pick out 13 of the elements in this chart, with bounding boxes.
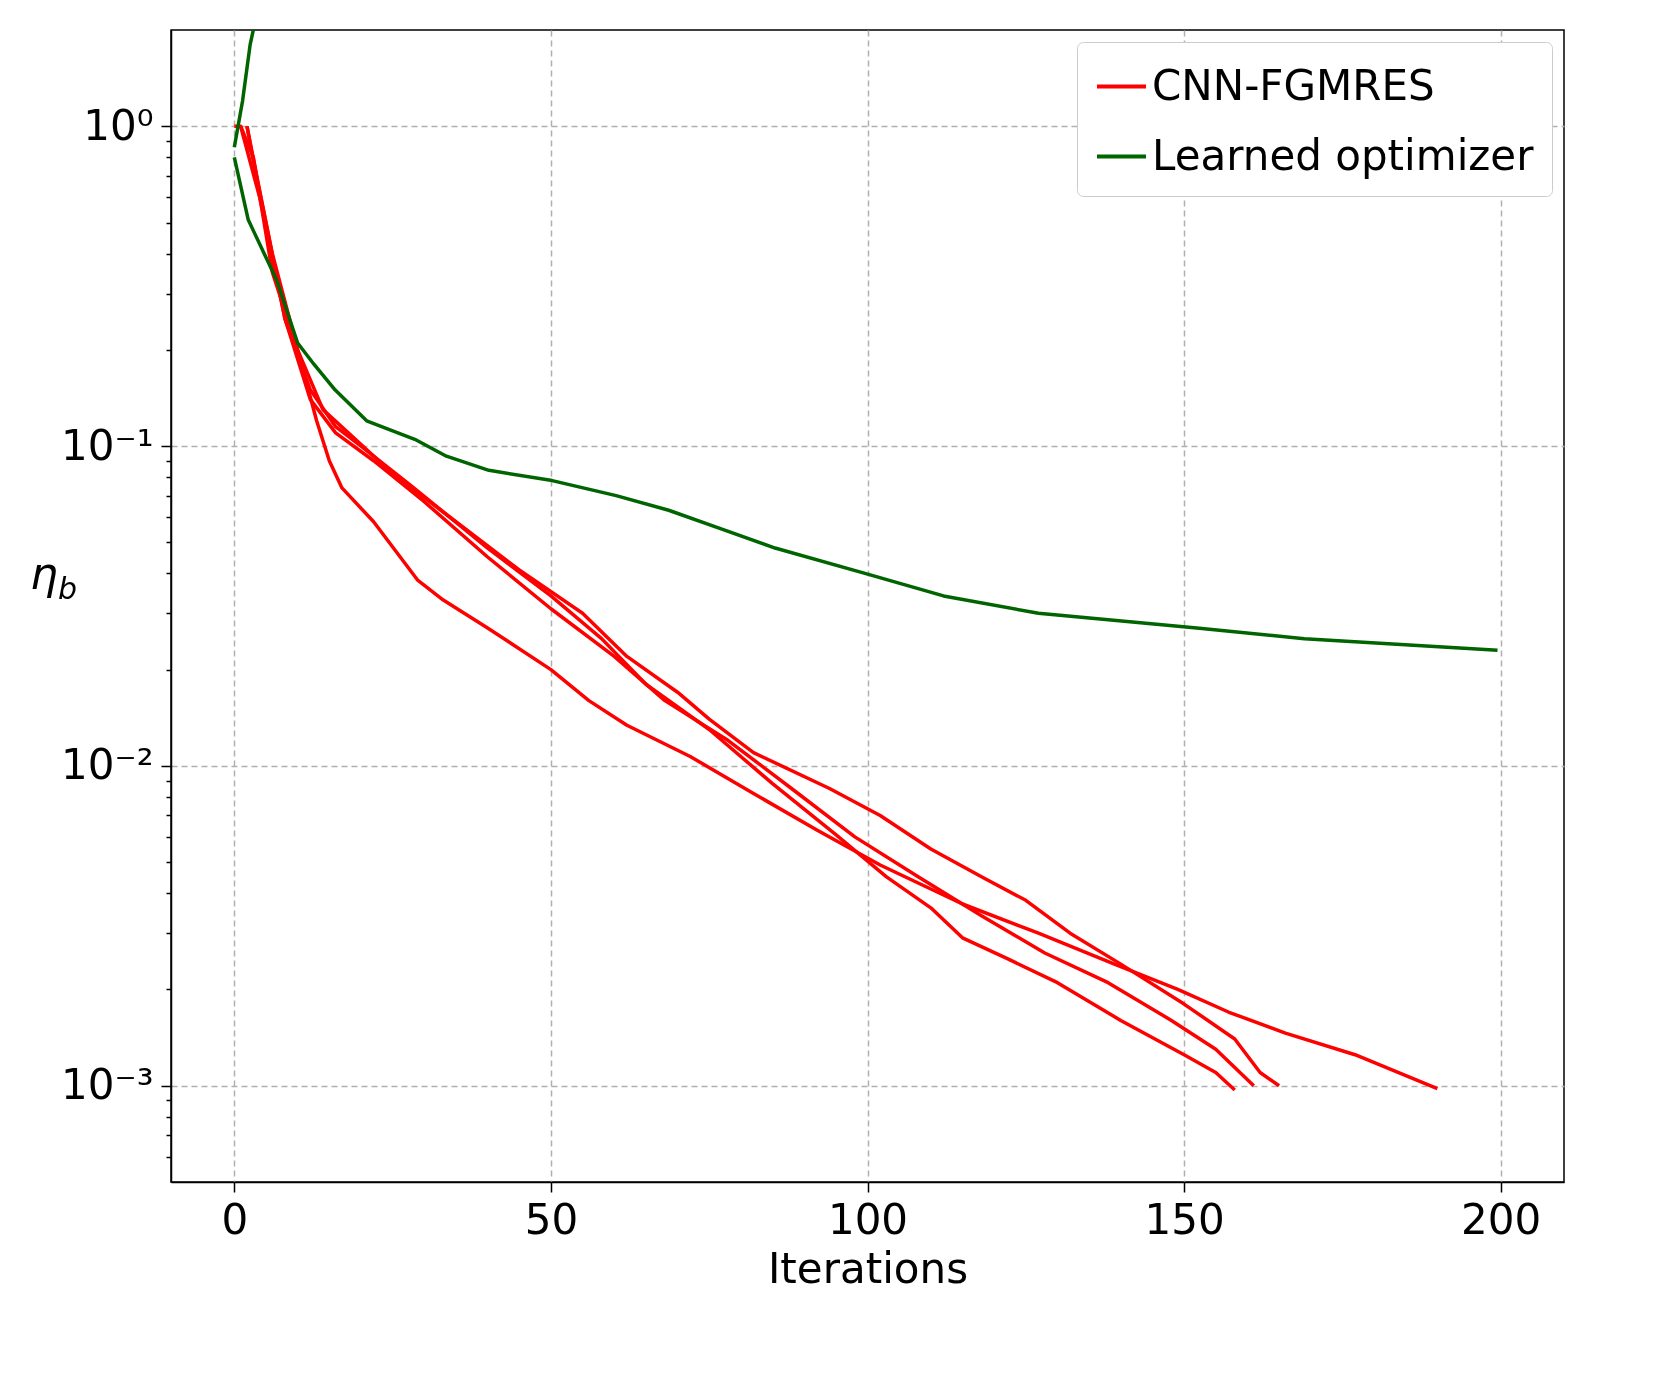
y-axis-title: η$_{b}$	[30, 548, 77, 606]
x-axis-title: Iterations	[767, 1243, 969, 1293]
y-tick-label: 10⁰	[83, 100, 154, 150]
y-tick-label: 10⁻¹	[61, 420, 154, 470]
x-tick-label: 150	[1144, 1194, 1225, 1244]
legend-label: Learned optimizer	[1152, 130, 1535, 180]
x-tick-label: 100	[827, 1194, 909, 1244]
y-tick-label: 10⁻²	[61, 740, 154, 790]
y-tick-label: 10⁻³	[61, 1060, 154, 1110]
legend-label: CNN-FGMRES	[1152, 60, 1435, 110]
x-tick-label: 200	[1461, 1194, 1542, 1244]
x-tick-label: 0	[221, 1194, 249, 1244]
x-tick-label: 50	[524, 1194, 579, 1244]
